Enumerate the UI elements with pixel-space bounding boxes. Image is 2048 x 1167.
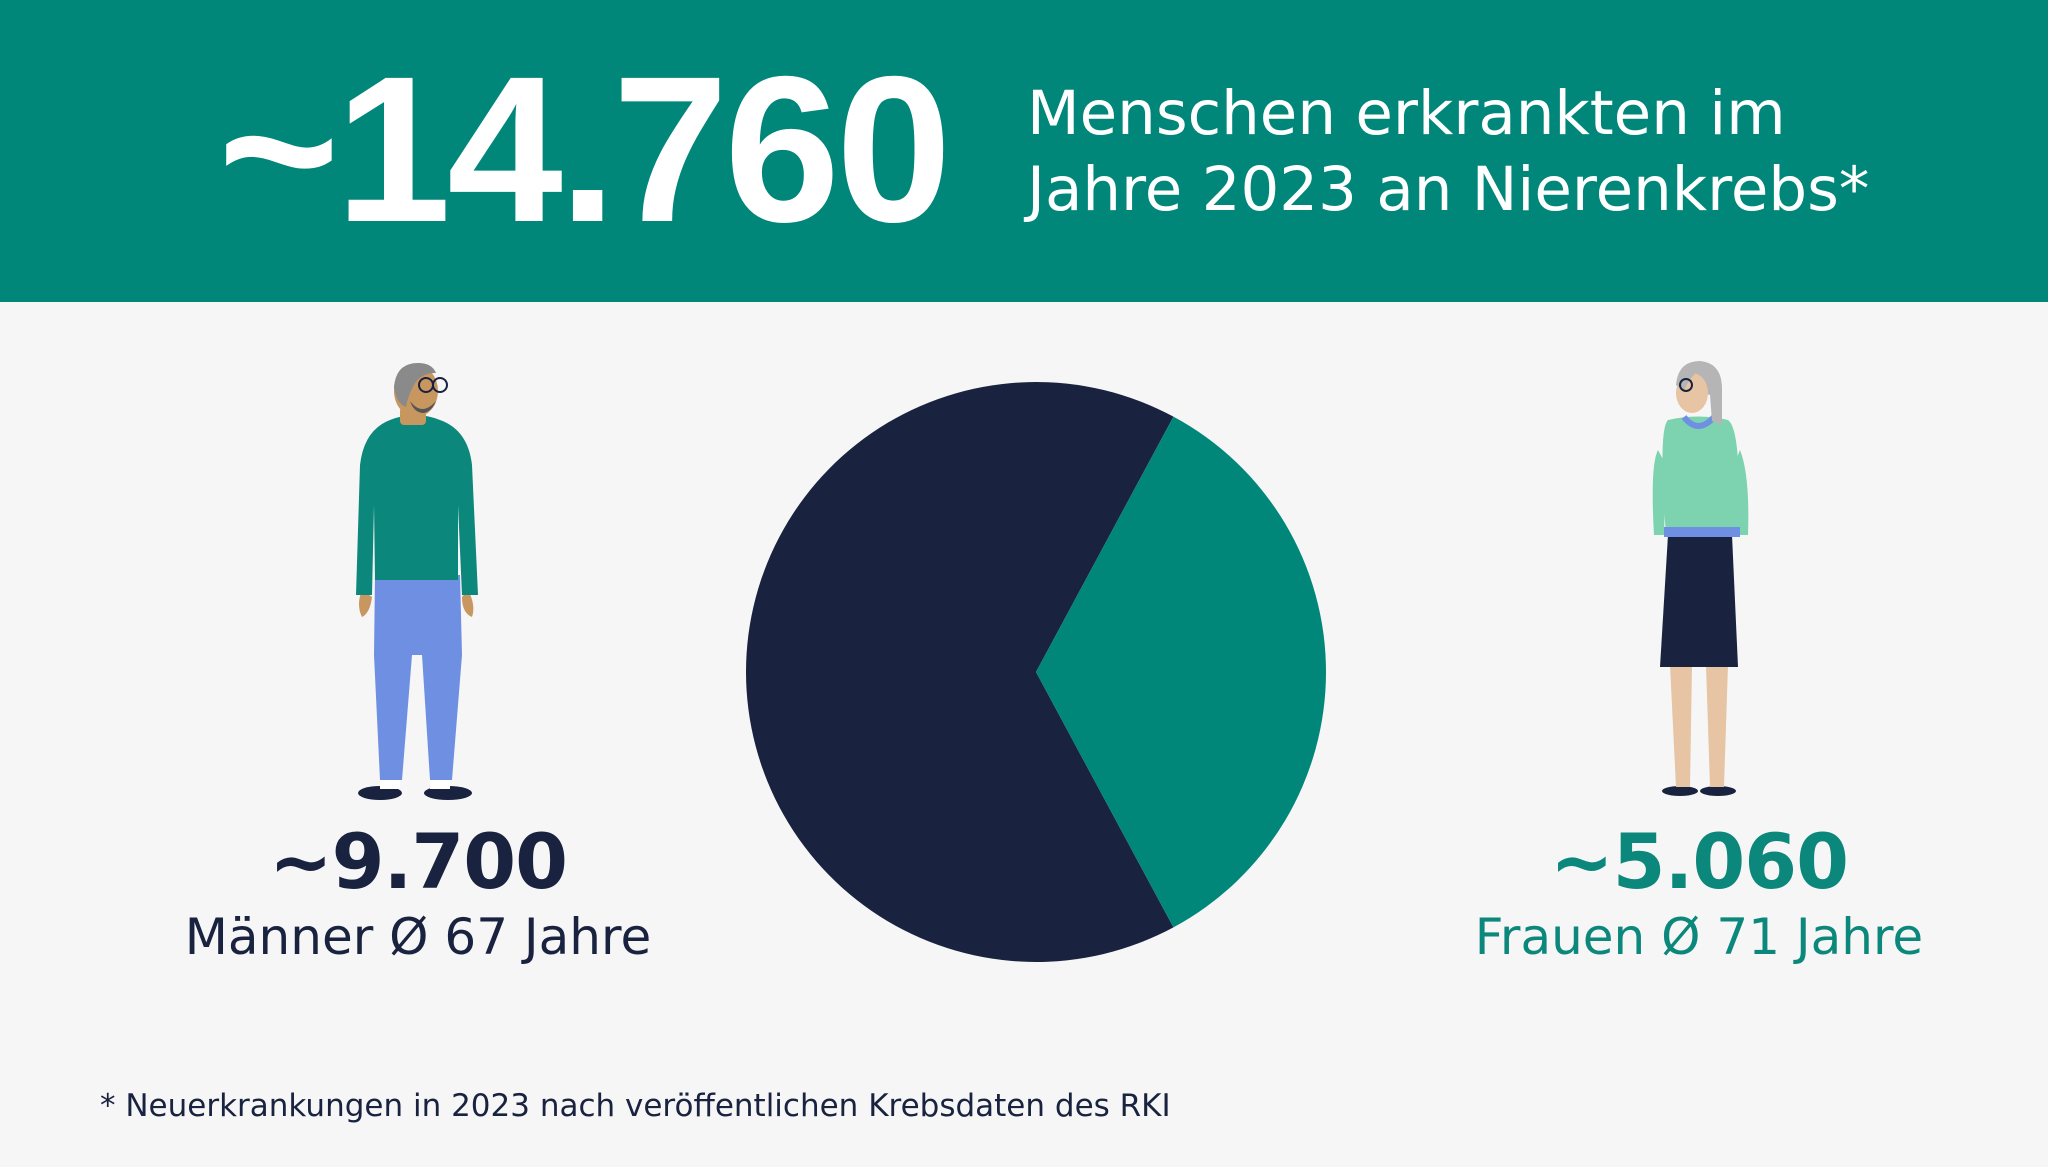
headline: Menschen erkrankten im Jahre 2023 an Nie… [1027, 76, 1869, 228]
women-count: ~5.060 [1549, 817, 1849, 906]
headline-line-2: Jahre 2023 an Nierenkrebs* [1027, 154, 1870, 225]
women-label: Frauen Ø 71 Jahre [1474, 908, 1924, 966]
pie-slice-frauen [1036, 416, 1326, 928]
header-banner: ~14.760 Menschen erkrankten im Jahre 202… [0, 0, 2048, 302]
headline-line-1: Menschen erkrankten im [1027, 78, 1786, 149]
footnote: * Neuerkrankungen in 2023 nach veröffent… [100, 1088, 1171, 1124]
men-label: Männer Ø 67 Jahre [184, 908, 652, 966]
total-cases: ~14.760 [218, 34, 952, 266]
men-count: ~9.700 [268, 817, 568, 906]
pie-slice-maenner [746, 382, 1174, 963]
man-illustration [356, 363, 478, 800]
men-stat: ~9.700 Männer Ø 67 Jahre [118, 818, 718, 968]
women-stat: ~5.060 Frauen Ø 71 Jahre [1399, 818, 1999, 968]
woman-illustration [1652, 361, 1749, 796]
